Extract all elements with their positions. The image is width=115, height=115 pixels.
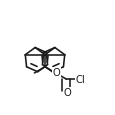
Text: Cl: Cl	[75, 74, 85, 84]
Text: O: O	[52, 68, 60, 78]
Text: O: O	[63, 87, 71, 97]
